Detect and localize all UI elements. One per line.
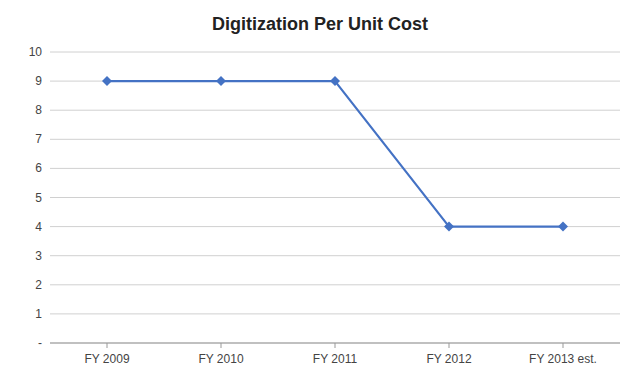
marker (330, 76, 340, 86)
x-tick-label: FY 2009 (84, 352, 129, 366)
y-tick-label: 8 (35, 103, 42, 117)
marker (102, 76, 112, 86)
y-tick-label: 9 (35, 74, 42, 88)
marker (216, 76, 226, 86)
y-tick-label: 3 (35, 249, 42, 263)
marker (444, 222, 454, 232)
x-tick (107, 343, 108, 348)
x-tick-labels: FY 2009 FY 2010 FY 2011 FY 2012 FY 2013 est. (84, 343, 596, 366)
series (102, 76, 568, 232)
y-tick-label: 5 (35, 191, 42, 205)
grid-line (50, 313, 620, 314)
grid-line (50, 197, 620, 198)
y-tick-label: 10 (29, 45, 43, 59)
title: Digitization Per Unit Cost (212, 14, 428, 34)
x-tick-label: FY 2010 (198, 352, 243, 366)
grid-line (50, 284, 620, 285)
y-tick-label: 2 (35, 278, 42, 292)
grid-line (50, 110, 620, 111)
x-tick-label: FY 2013 est. (529, 352, 597, 366)
chart-container: Digitization Per Unit Cost - 1 2 3 4 5 6 7 8 9 10 FY… (0, 0, 640, 385)
grid-line (50, 52, 620, 53)
marker (558, 222, 568, 232)
y-grid (50, 52, 620, 343)
y-tick-label: 7 (35, 132, 42, 146)
chart-svg: Digitization Per Unit Cost - 1 2 3 4 5 6 7 8 9 10 FY… (0, 0, 640, 385)
x-tick (221, 343, 222, 348)
x-tick (449, 343, 450, 348)
y-tick-label: 1 (35, 307, 42, 321)
grid-line (50, 255, 620, 256)
line (107, 81, 563, 227)
x-tick (563, 343, 564, 348)
x-tick-label: FY 2012 (426, 352, 471, 366)
y-tick-label: 4 (35, 220, 42, 234)
grid-line (50, 168, 620, 169)
grid-line (50, 139, 620, 140)
y-tick-label: - (38, 336, 42, 350)
x-tick-label: FY 2011 (313, 352, 358, 366)
y-tick-label: 6 (35, 161, 42, 175)
y-tick-labels: - 1 2 3 4 5 6 7 8 9 10 (29, 45, 43, 350)
x-tick (335, 343, 336, 348)
